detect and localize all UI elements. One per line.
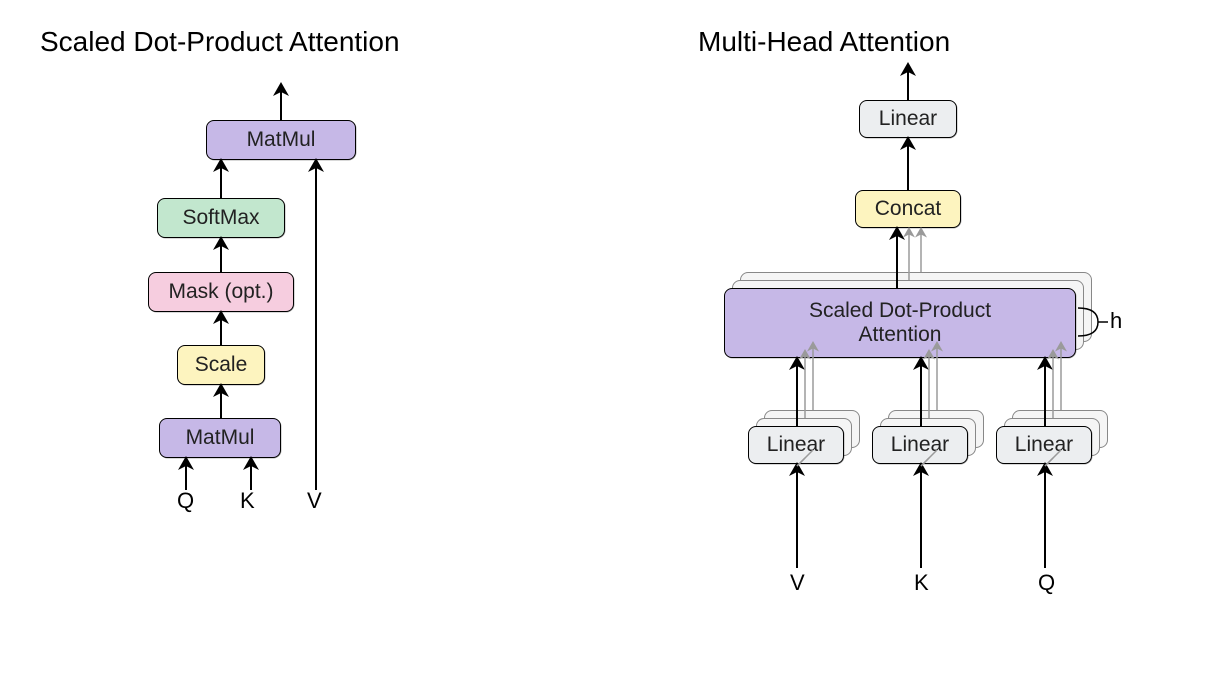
- input-label-l_V: V: [307, 488, 322, 514]
- node-l_scale: Scale: [177, 345, 265, 385]
- node-l_softmax: SoftMax: [157, 198, 285, 238]
- input-label-l_K: K: [240, 488, 255, 514]
- node-r_sdpa: Scaled Dot-Product Attention: [724, 288, 1076, 358]
- input-label-r_V: V: [790, 570, 805, 596]
- left-title: Scaled Dot-Product Attention: [40, 26, 400, 58]
- input-label-r_K: K: [914, 570, 929, 596]
- node-l_mask: Mask (opt.): [148, 272, 294, 312]
- h-label: h: [1110, 308, 1122, 334]
- node-r_lin_k: Linear: [872, 426, 968, 464]
- right-title: Multi-Head Attention: [698, 26, 950, 58]
- node-r_concat: Concat: [855, 190, 961, 228]
- node-l_matmul_bot: MatMul: [159, 418, 281, 458]
- node-r_linear_top: Linear: [859, 100, 957, 138]
- node-l_matmul_top: MatMul: [206, 120, 356, 160]
- input-label-l_Q: Q: [177, 488, 194, 514]
- node-r_lin_v: Linear: [748, 426, 844, 464]
- node-r_lin_q: Linear: [996, 426, 1092, 464]
- input-label-r_Q: Q: [1038, 570, 1055, 596]
